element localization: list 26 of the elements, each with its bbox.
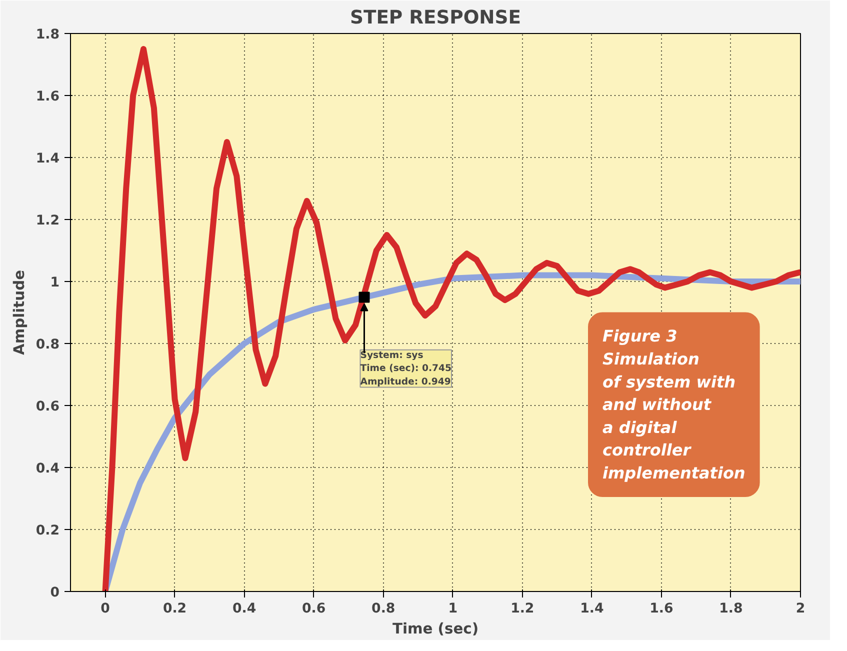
x-tick-label: 1.4: [580, 602, 604, 616]
y-tick-label: 0.8: [36, 338, 60, 352]
y-tick-label: 1.2: [36, 214, 60, 228]
chart-title: STEP RESPONSE: [350, 8, 521, 28]
annotation: System: sys Time (sec): 0.745 Amplitude: 0.949: [360, 350, 452, 388]
y-tick-label: 0: [50, 586, 60, 600]
x-tick-label: 0.6: [302, 602, 326, 616]
x-tick-label: 2: [796, 602, 806, 616]
x-tick-label: 0: [100, 602, 110, 616]
y-tick-label: 1.4: [36, 152, 60, 166]
y-tick-label: 0.2: [36, 524, 60, 538]
y-tick-label: 1.8: [36, 28, 60, 42]
annotation: Figure 3 Simulation of system with and without a digital controller implementation: [602, 326, 746, 482]
x-tick-label: 0.2: [162, 602, 187, 616]
x-tick-label: 0.4: [232, 602, 256, 616]
y-tick-label: 1: [50, 276, 60, 290]
x-tick-label: 1.6: [650, 602, 674, 616]
y-tick-label: 1.6: [36, 90, 60, 104]
x-tick-label: 1.8: [719, 602, 743, 616]
x-tick-label: 1: [448, 602, 458, 616]
y-axis-title: Amplitude: [10, 270, 28, 356]
x-tick-label: 0.8: [372, 602, 396, 616]
x-axis-title: Time (sec): [392, 620, 479, 638]
y-tick-label: 0.4: [36, 462, 60, 476]
y-tick-label: 0.6: [36, 400, 60, 414]
x-tick-label: 1.2: [510, 602, 534, 616]
